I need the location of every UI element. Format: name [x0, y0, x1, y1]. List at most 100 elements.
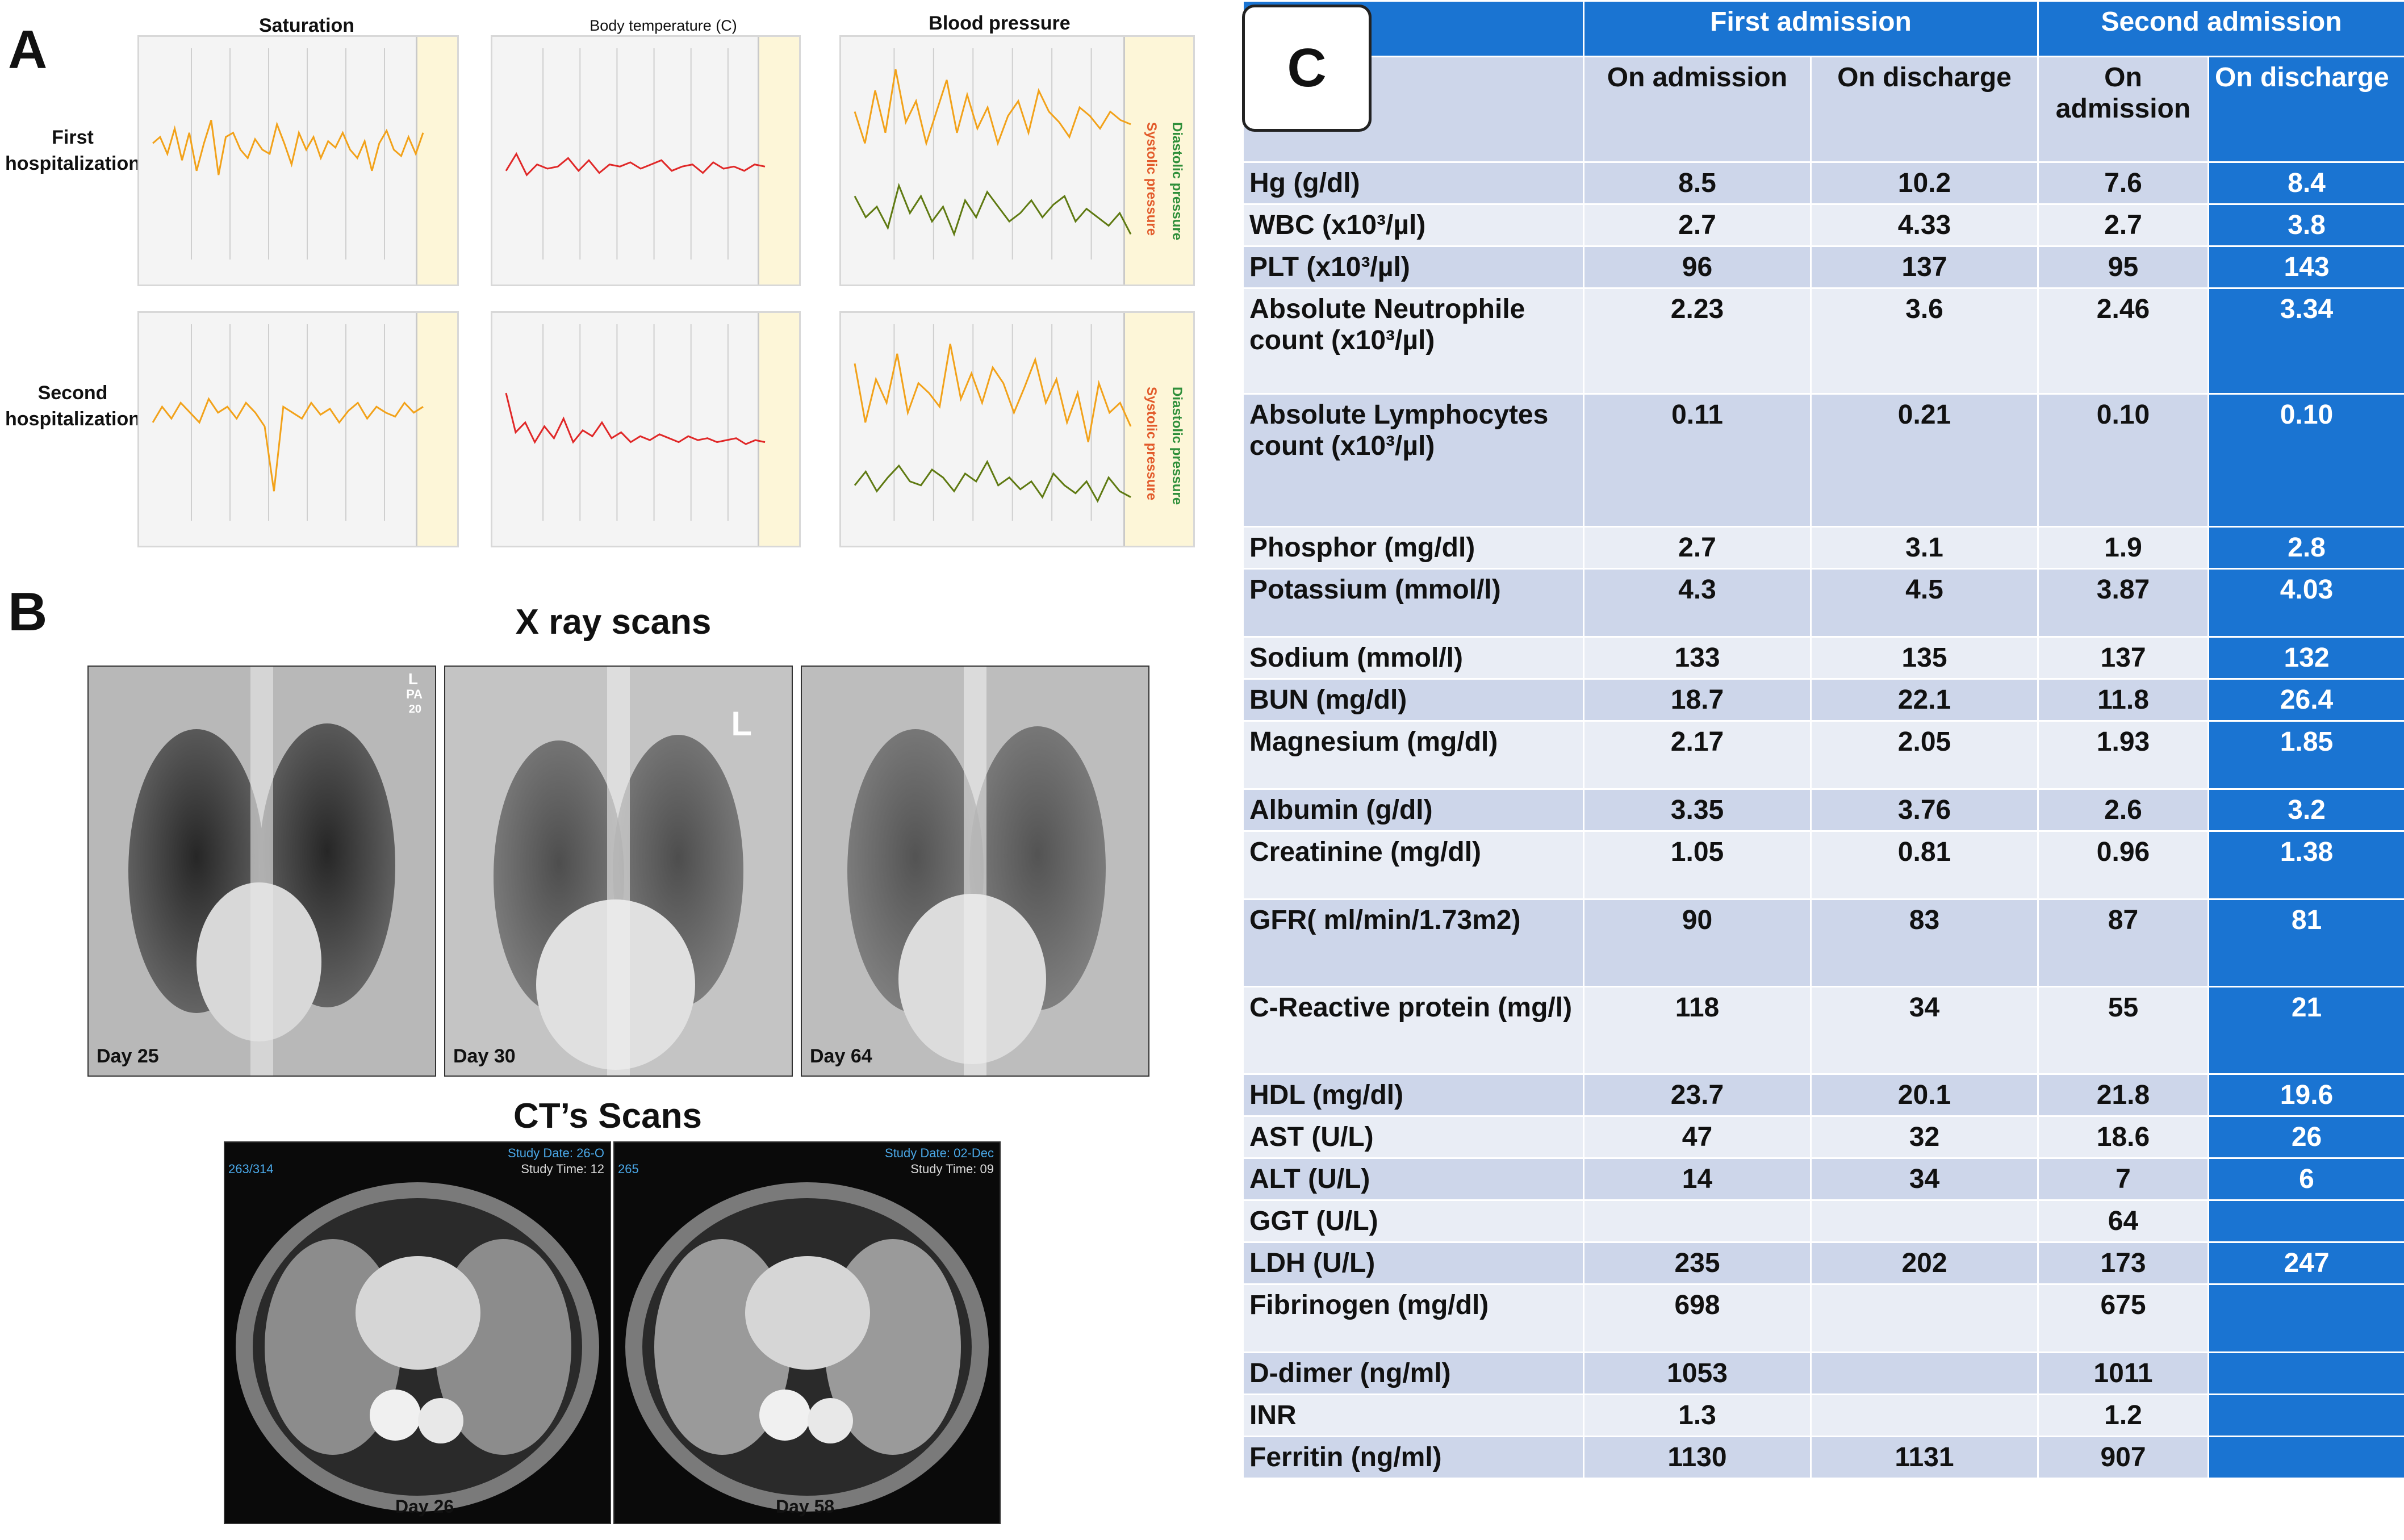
ct-study-date: Study Date: 02-Dec — [885, 1146, 994, 1160]
xray-marker-20: 20 — [408, 703, 421, 715]
row-value: 8.5 — [1583, 161, 1812, 205]
table-row: Absolute Neutrophile count (x10³/µl) 2.23… — [1242, 287, 2404, 395]
row-value — [1810, 1283, 2039, 1353]
row-label: PLT (x10³/µl) — [1242, 245, 1584, 289]
row-label: Ferritin (ng/ml) — [1242, 1436, 1584, 1479]
row-value: 3.87 — [2037, 568, 2209, 638]
row-value: 1.38 — [2207, 830, 2404, 900]
row-label: Absolute Neutrophile count (x10³/µl) — [1242, 287, 1584, 395]
row-value: 675 — [2037, 1283, 2209, 1353]
chart-saturation-second — [137, 311, 459, 547]
row-value: 55 — [2037, 986, 2209, 1075]
saturation-first-plot — [152, 48, 424, 260]
row-value: 22.1 — [1810, 678, 2039, 722]
row-value: 1.05 — [1583, 830, 1812, 900]
table-row: ALT (U/L) 14 34 7 6 — [1242, 1157, 2404, 1201]
row-value: 143 — [2207, 245, 2404, 289]
row-value: 81 — [2207, 898, 2404, 987]
row-value: 34 — [1810, 1157, 2039, 1201]
chart-temperature-second — [491, 311, 801, 547]
row-value: 0.11 — [1583, 393, 1812, 528]
row-value: 2.46 — [2037, 287, 2209, 395]
row-value: 6 — [2207, 1157, 2404, 1201]
row-value: 19.6 — [2207, 1073, 2404, 1117]
row-label: Hg (g/dl) — [1242, 161, 1584, 205]
row-value: 3.34 — [2207, 287, 2404, 395]
bp-first-plot — [854, 48, 1132, 260]
first_sys-line — [854, 69, 1131, 147]
subheader-second-on-admission: On admission — [2037, 56, 2209, 163]
row-value: 47 — [1583, 1115, 1812, 1159]
y-axis-strip — [416, 37, 457, 284]
first_dia-line — [854, 183, 1132, 237]
header-second-admission: Second admission — [2037, 0, 2404, 57]
xray-image — [802, 667, 1148, 1076]
row-value: 7.6 — [2037, 161, 2209, 205]
row-value: 7 — [2037, 1157, 2209, 1201]
subheader-second-on-discharge: On discharge — [2207, 56, 2404, 163]
bp-second-plot — [854, 324, 1132, 521]
row-value: 173 — [2037, 1241, 2209, 1285]
row-label: GGT (U/L) — [1242, 1199, 1584, 1243]
row-value: 1011 — [2037, 1351, 2209, 1395]
row-label: GFR( ml/min/1.73m2) — [1242, 898, 1584, 987]
lab-table: First admission Second admission On admi… — [1242, 0, 2404, 1479]
chart-temperature-first — [491, 35, 801, 286]
row-label: WBC (x10³/µl) — [1242, 203, 1584, 247]
second_sat-line — [152, 397, 424, 492]
table-row: GGT (U/L) 64 — [1242, 1199, 2404, 1243]
table-row: D-dimer (ng/ml) 1053 1011 — [1242, 1351, 2404, 1395]
row-label: Absolute Lymphocytes count (x10³/µl) — [1242, 393, 1584, 528]
row-value — [2207, 1436, 2404, 1479]
table-row: Hg (g/dl) 8.5 10.2 7.6 8.4 — [1242, 161, 2404, 205]
row-value: 2.05 — [1810, 720, 2039, 790]
ct-title: CT’s Scans — [513, 1097, 702, 1136]
row-value: 698 — [1583, 1283, 1812, 1353]
row-label: HDL (mg/dl) — [1242, 1073, 1584, 1117]
table-row: Absolute Lymphocytes count (x10³/µl) 0.11… — [1242, 393, 2404, 528]
row-value: 2.23 — [1583, 287, 1812, 395]
second_dia-line — [854, 459, 1131, 503]
row-value: 87 — [2037, 898, 2209, 987]
ct-day-26: Study Date: 26-O Study Time: 12 263/314 … — [224, 1141, 611, 1524]
lab-table-body: Hg (g/dl) 8.5 10.2 7.6 8.4 WBC (x10³/µl) 2.7 4.… — [1242, 161, 2404, 1479]
blood-pressure-title: Blood pressure — [929, 12, 1071, 34]
xray-image — [89, 667, 435, 1076]
ct-day-58: Study Date: 02-Dec Study Time: 09 265 Da… — [613, 1141, 1001, 1524]
panel-a-label: A — [8, 19, 48, 80]
row-value: 3.76 — [1810, 788, 2039, 832]
row-value: 2.8 — [2207, 526, 2404, 570]
row-value — [1810, 1199, 2039, 1243]
xray-day-25: Day 25 L PA 20 — [87, 666, 436, 1077]
row-label: Magnesium (mg/dl) — [1242, 720, 1584, 790]
xray-marker-pa: PA — [406, 687, 423, 701]
y-axis-strip — [758, 37, 799, 284]
ct-series: 263/314 — [228, 1162, 274, 1176]
second_temp-line — [505, 392, 766, 445]
row-label: INR — [1242, 1393, 1584, 1437]
row-value: 1.93 — [2037, 720, 2209, 790]
first-hospitalization-label: First hospitalization — [5, 127, 140, 174]
table-row: PLT (x10³/µl) 96 137 95 143 — [1242, 245, 2404, 289]
row-value: 133 — [1583, 636, 1812, 680]
row-value: 118 — [1583, 986, 1812, 1075]
row-label: Phosphor (mg/dl) — [1242, 526, 1584, 570]
row-value: 1131 — [1810, 1436, 2039, 1479]
row-value: 8.4 — [2207, 161, 2404, 205]
row-value: 83 — [1810, 898, 2039, 987]
y-axis-strip — [416, 313, 457, 546]
row-value: 2.7 — [2037, 203, 2209, 247]
row-value — [2207, 1199, 2404, 1243]
row-value: 14 — [1583, 1157, 1812, 1201]
row-label: BUN (mg/dl) — [1242, 678, 1584, 722]
table-row: Ferritin (ng/ml) 1130 1131 907 — [1242, 1436, 2404, 1479]
row-value: 1.3 — [1583, 1393, 1812, 1437]
table-row: Sodium (mmol/l) 133 135 137 132 — [1242, 636, 2404, 680]
row-value: 202 — [1810, 1241, 2039, 1285]
row-value: 2.6 — [2037, 788, 2209, 832]
row-value: 137 — [2037, 636, 2209, 680]
table-row: Fibrinogen (mg/dl) 698 675 — [1242, 1283, 2404, 1353]
row-value: 235 — [1583, 1241, 1812, 1285]
row-value: 1130 — [1583, 1436, 1812, 1479]
ct-image — [225, 1143, 610, 1523]
